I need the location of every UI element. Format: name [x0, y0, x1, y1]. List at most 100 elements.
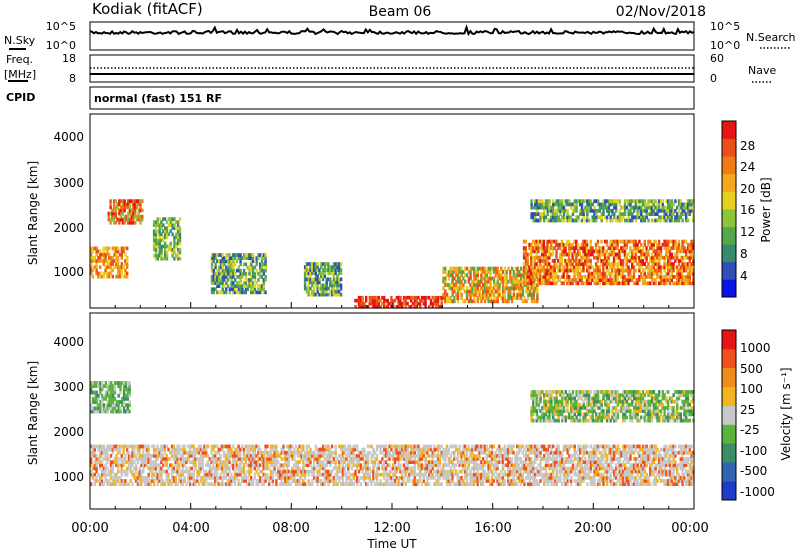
echo-cell	[681, 212, 684, 216]
echo-cell	[250, 275, 253, 279]
echo-cell	[320, 447, 323, 452]
echo-cell	[509, 292, 512, 297]
echo-cell	[165, 444, 168, 449]
echo-cell	[223, 472, 226, 477]
echo-cell	[566, 259, 569, 263]
echo-cell	[436, 295, 440, 300]
echo-cell	[575, 215, 578, 220]
echo-cell	[212, 259, 215, 264]
echo-cell	[555, 215, 558, 220]
echo-cell	[643, 199, 647, 204]
echo-cell	[120, 479, 123, 483]
echo-cell	[390, 295, 393, 300]
echo-cell	[357, 479, 361, 483]
echo-cell	[152, 223, 156, 227]
echo-cell	[285, 472, 289, 477]
echo-cell	[420, 454, 424, 458]
echo-cell	[528, 242, 531, 247]
echo-cell	[552, 205, 555, 210]
echo-cell	[135, 205, 139, 210]
echo-cell	[598, 202, 602, 207]
echo-cell	[242, 447, 246, 452]
freq-unit: [MHz]	[4, 68, 36, 81]
echo-cell	[307, 262, 310, 266]
echo-cell	[595, 218, 598, 223]
echo-cell	[444, 457, 447, 461]
echo-cell	[156, 479, 159, 483]
echo-cell	[627, 268, 630, 273]
echo-cell	[426, 444, 429, 449]
echo-cell	[465, 447, 469, 452]
echo-cell	[607, 281, 610, 286]
echo-cell	[321, 466, 325, 471]
echo-cell	[194, 454, 197, 458]
echo-cell	[537, 242, 540, 247]
echo-cell	[154, 223, 158, 227]
echo-cell	[649, 268, 652, 273]
echo-cell	[455, 273, 458, 278]
echo-cell	[329, 271, 332, 276]
echo-cell	[174, 454, 177, 458]
echo-cell	[106, 390, 109, 395]
echo-cell	[540, 252, 544, 257]
echo-cell	[612, 275, 616, 279]
echo-cell	[422, 298, 425, 303]
echo-cell	[149, 479, 152, 483]
echo-cell	[334, 262, 337, 266]
echo-cell	[374, 295, 377, 300]
echo-cell	[667, 202, 670, 207]
echo-cell	[623, 242, 627, 247]
echo-cell	[622, 215, 625, 220]
echo-cell	[372, 463, 375, 468]
echo-cell	[445, 469, 449, 474]
echo-cell	[658, 275, 661, 279]
echo-cell	[561, 199, 564, 204]
echo-cell	[305, 271, 309, 276]
echo-cell	[214, 460, 217, 464]
echo-cell	[232, 476, 235, 480]
echo-cell	[102, 255, 105, 260]
echo-cell	[307, 479, 310, 483]
echo-cell	[533, 249, 537, 254]
echo-cell	[528, 289, 532, 294]
echo-cell	[665, 205, 668, 210]
echo-cell	[374, 301, 377, 306]
echo-cell	[309, 268, 312, 272]
echo-cell	[280, 447, 283, 452]
echo-cell	[334, 444, 337, 449]
echo-cell	[232, 281, 235, 285]
echo-cell	[399, 482, 402, 486]
echo-cell	[260, 457, 264, 461]
echo-cell	[341, 463, 345, 468]
echo-cell	[596, 278, 600, 282]
echo-cell	[562, 249, 565, 254]
echo-cell	[156, 223, 159, 227]
echo-cell	[192, 450, 195, 455]
echo-cell	[621, 239, 625, 244]
echo-cell	[264, 479, 267, 483]
echo-cell	[609, 275, 612, 279]
echo-cell	[612, 249, 616, 254]
echo-cell	[406, 295, 409, 300]
echo-cell	[257, 444, 260, 449]
echo-cell	[97, 479, 100, 483]
echo-cell	[111, 262, 114, 266]
echo-cell	[179, 482, 183, 486]
echo-cell	[285, 479, 289, 483]
echo-cell	[585, 242, 589, 247]
echo-cell	[579, 208, 582, 213]
echo-cell	[219, 265, 223, 270]
echo-cell	[104, 252, 107, 257]
echo-cell	[289, 454, 292, 458]
echo-cell	[338, 463, 341, 468]
echo-cell	[411, 444, 415, 449]
echo-cell	[440, 298, 443, 303]
echo-cell	[134, 199, 137, 203]
echo-cell	[641, 218, 645, 223]
echo-cell	[228, 482, 231, 486]
cpid-text: normal (fast) 151 RF	[94, 92, 222, 105]
echo-cell	[402, 450, 406, 455]
echo-cell	[512, 276, 516, 281]
echo-cell	[294, 482, 298, 486]
echo-cell	[212, 281, 215, 285]
